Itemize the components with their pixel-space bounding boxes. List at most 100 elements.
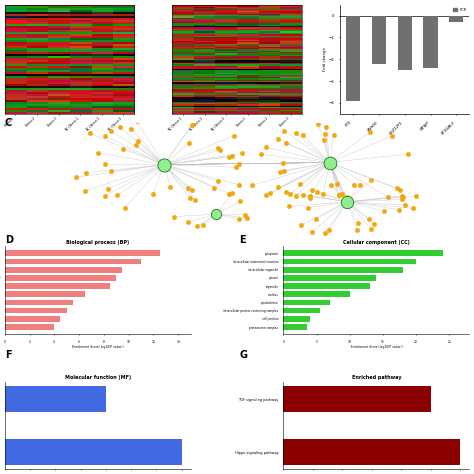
Point	[404, 150, 412, 158]
Point	[367, 176, 375, 184]
Point	[94, 149, 101, 156]
Point	[193, 222, 201, 230]
Point	[117, 124, 124, 131]
Point	[321, 130, 328, 137]
Point	[190, 118, 198, 126]
Point	[319, 190, 327, 197]
Point	[312, 216, 319, 223]
Point	[210, 184, 218, 191]
Point	[276, 168, 284, 176]
Point	[186, 195, 193, 202]
Bar	[283, 386, 431, 412]
Point	[160, 161, 168, 168]
Point	[86, 129, 94, 137]
Point	[258, 151, 265, 158]
Point	[274, 183, 282, 191]
Point	[128, 125, 135, 133]
Point	[350, 181, 357, 189]
Point	[395, 206, 402, 213]
Point	[286, 191, 293, 198]
Point	[321, 229, 328, 237]
Legend: PCR: PCR	[452, 7, 467, 12]
Point	[368, 225, 375, 233]
Bar	[5, 439, 182, 465]
Bar	[5, 300, 73, 305]
Bar	[283, 283, 370, 289]
Point	[121, 204, 128, 212]
Bar	[5, 292, 85, 297]
Bar	[372, 16, 386, 64]
Bar	[5, 386, 106, 412]
Point	[309, 228, 316, 236]
Point	[320, 136, 328, 144]
Bar	[423, 16, 438, 68]
Title: Biological process (BP): Biological process (BP)	[66, 240, 129, 245]
Point	[215, 177, 222, 185]
Point	[366, 128, 374, 136]
Bar	[449, 16, 464, 22]
Point	[292, 129, 300, 137]
Point	[297, 221, 305, 229]
Point	[365, 215, 373, 223]
Point	[113, 191, 121, 199]
Point	[412, 192, 420, 200]
Point	[214, 145, 221, 152]
Point	[101, 161, 109, 168]
Point	[281, 127, 288, 135]
Bar	[283, 250, 443, 256]
Point	[313, 189, 320, 196]
Point	[393, 185, 401, 192]
Point	[225, 190, 233, 197]
Bar	[283, 259, 416, 264]
Text: E: E	[239, 235, 246, 245]
Point	[236, 160, 243, 167]
Bar	[283, 439, 460, 465]
Point	[308, 186, 316, 193]
Point	[212, 210, 220, 218]
Bar	[283, 267, 403, 273]
Point	[409, 205, 417, 212]
Bar	[5, 283, 110, 289]
Point	[307, 192, 314, 200]
Point	[248, 182, 256, 189]
Title: Cellular component (CC): Cellular component (CC)	[343, 240, 410, 245]
Point	[82, 169, 90, 176]
Point	[232, 164, 240, 171]
Point	[235, 181, 243, 189]
Point	[108, 127, 115, 135]
Bar	[5, 250, 160, 256]
Point	[280, 159, 287, 166]
Bar	[5, 316, 61, 322]
Y-axis label: Fold change: Fold change	[323, 47, 327, 71]
Point	[396, 186, 403, 193]
Point	[101, 132, 109, 140]
Bar	[5, 308, 67, 313]
Point	[400, 193, 407, 201]
Point	[132, 142, 140, 149]
Point	[380, 207, 387, 215]
Point	[72, 173, 80, 181]
Point	[230, 132, 237, 139]
Point	[335, 191, 342, 199]
Point	[338, 191, 346, 198]
Point	[225, 153, 232, 161]
Point	[341, 199, 349, 207]
Text: D: D	[5, 235, 13, 245]
Point	[354, 219, 362, 227]
Title: Enriched pathway: Enriched pathway	[352, 375, 401, 380]
Bar	[283, 308, 320, 313]
Point	[235, 215, 243, 223]
Bar	[5, 275, 116, 281]
Text: F: F	[5, 350, 11, 360]
Point	[199, 221, 206, 229]
Point	[238, 150, 246, 157]
Point	[266, 190, 274, 197]
X-axis label: Enrichment Score(-log10(P value)): Enrichment Score(-log10(P value))	[72, 346, 123, 349]
Point	[296, 181, 304, 188]
Point	[343, 198, 351, 206]
Text: G: G	[239, 350, 247, 360]
Text: C: C	[5, 118, 12, 128]
Bar	[283, 316, 310, 322]
Point	[306, 194, 314, 201]
Point	[335, 191, 343, 199]
